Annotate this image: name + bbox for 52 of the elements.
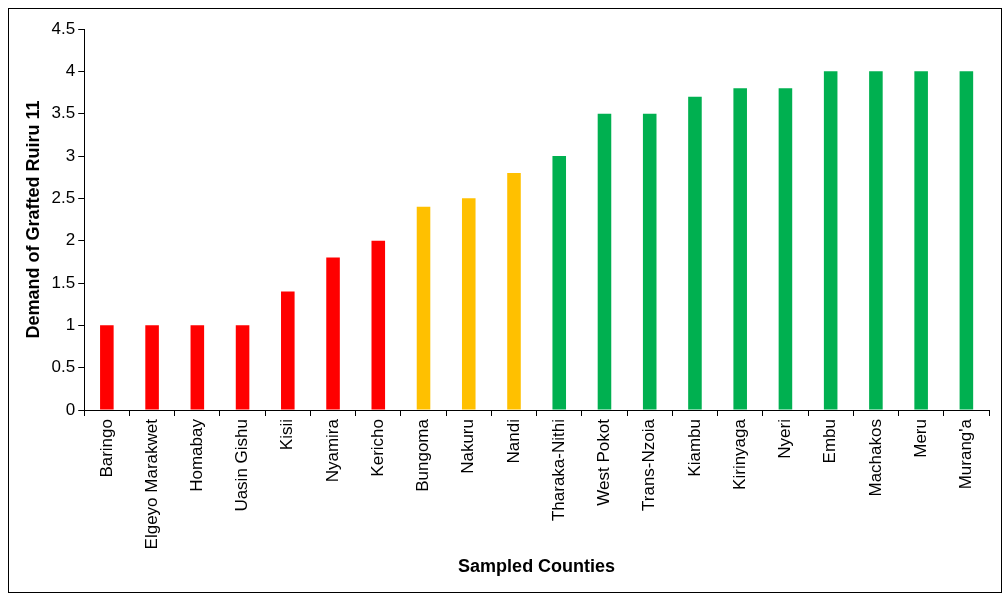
bar xyxy=(688,96,702,410)
bar xyxy=(235,325,250,410)
y-tick-label: 1.5 xyxy=(51,272,76,292)
x-tick-label: Nyamira xyxy=(322,418,342,483)
bar xyxy=(959,71,974,410)
x-tick-label: Kiambu xyxy=(684,419,704,477)
x-tick-label: Elgeyo Marakwet xyxy=(141,418,161,550)
x-tick-label: Meru xyxy=(910,419,930,458)
y-tick-label: 3 xyxy=(65,145,76,165)
x-tick-label: Baringo xyxy=(96,419,116,478)
bar xyxy=(914,71,928,410)
x-tick-label: Nandi xyxy=(503,419,523,464)
x-tick-label: Nakuru xyxy=(458,419,478,474)
y-tick-label: 1 xyxy=(65,315,76,335)
bar xyxy=(100,325,114,410)
y-tick-label: 4 xyxy=(65,61,76,81)
bar xyxy=(281,291,295,410)
x-tick-label: Murang'a xyxy=(956,418,976,490)
y-axis-title: Demand of Grafted Ruiru 11 xyxy=(22,100,43,339)
y-tick-label: 2 xyxy=(65,230,76,250)
bar xyxy=(869,71,883,410)
x-tick-label: Kericho xyxy=(367,419,387,477)
x-tick-label: Trans-Nzoia xyxy=(639,418,659,511)
bar xyxy=(371,240,386,410)
y-tick-label: 3.5 xyxy=(51,103,76,123)
x-tick-label: Nyeri xyxy=(775,419,795,459)
x-tick-label: Machakos xyxy=(865,419,885,497)
x-tick-label: Uasin Gishu xyxy=(232,419,252,512)
y-tick-label: 0.5 xyxy=(51,357,76,377)
x-tick-label: West Pokot xyxy=(594,418,614,506)
y-tick-label: 2.5 xyxy=(51,188,76,208)
bar xyxy=(461,198,476,410)
x-tick-label: Tharaka-Nithi xyxy=(548,419,568,522)
bar xyxy=(145,325,159,410)
y-tick-label: 0 xyxy=(65,399,76,419)
bar xyxy=(642,113,657,410)
bar xyxy=(552,156,567,410)
bar xyxy=(778,88,793,410)
bar xyxy=(326,257,340,410)
x-axis-title: Sampled Counties xyxy=(458,556,616,577)
bar xyxy=(416,206,431,410)
x-tick-label: Kirinyaga xyxy=(729,418,749,490)
bar xyxy=(823,71,838,410)
bar xyxy=(733,88,747,410)
x-tick-label: Bungoma xyxy=(413,418,433,492)
y-tick-label: 4.5 xyxy=(51,18,76,38)
x-tick-label: Embu xyxy=(820,419,840,464)
x-tick-label: Kisii xyxy=(277,419,297,451)
bar xyxy=(190,325,205,410)
x-tick-label: Homabay xyxy=(187,418,207,492)
bar xyxy=(507,172,521,410)
bar xyxy=(597,113,612,410)
